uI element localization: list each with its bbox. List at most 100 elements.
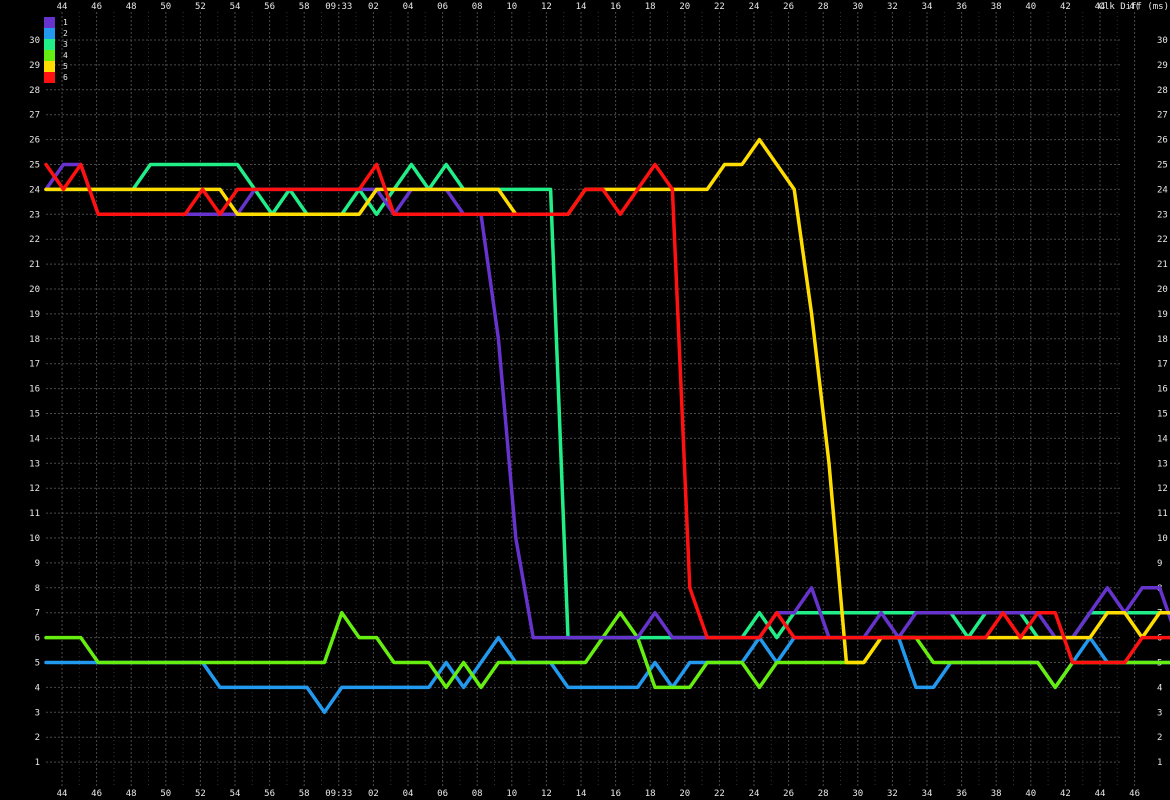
y-tick-label-right: 12 — [1157, 484, 1168, 494]
y-tick-label-left: 26 — [29, 136, 40, 146]
legend-label-5: 5 — [63, 62, 68, 71]
y-tick-label-right: 13 — [1157, 459, 1168, 469]
x-tick-label-top: 30 — [852, 2, 863, 12]
legend-swatch-4 — [44, 50, 55, 61]
x-tick-label-bottom: 08 — [472, 789, 483, 799]
y-tick-label-left: 3 — [35, 708, 40, 718]
y-axis-left: 1234567891011121314151617181920212223242… — [29, 36, 40, 768]
y-tick-label-left: 18 — [29, 335, 40, 345]
y-tick-label-right: 11 — [1157, 509, 1168, 519]
series-lines — [44, 137, 1170, 715]
x-tick-label-bottom: 32 — [887, 789, 898, 799]
y-tick-label-right: 30 — [1157, 36, 1168, 46]
y-tick-label-right: 21 — [1157, 260, 1168, 270]
x-tick-label-bottom: 44 — [57, 789, 68, 799]
x-tick-label-top: 48 — [126, 2, 137, 12]
y-tick-label-left: 1 — [35, 758, 40, 768]
legend-label-4: 4 — [63, 51, 68, 60]
x-tick-label-bottom: 12 — [541, 789, 552, 799]
x-tick-label-bottom: 40 — [1025, 789, 1036, 799]
x-tick-label-top: 22 — [714, 2, 725, 12]
y-tick-label-left: 25 — [29, 161, 40, 171]
x-tick-label-bottom: 30 — [852, 789, 863, 799]
x-tick-label-top: 38 — [991, 2, 1002, 12]
x-tick-label-bottom: 56 — [264, 789, 275, 799]
x-tick-label-top: 50 — [160, 2, 171, 12]
legend-swatch-1 — [44, 17, 55, 28]
legend-label-3: 3 — [63, 40, 68, 49]
y-tick-label-left: 5 — [35, 659, 40, 669]
x-tick-label-bottom: 46 — [91, 789, 102, 799]
x-tick-label-top: 04 — [403, 2, 414, 12]
x-tick-label-top: 44 — [57, 2, 68, 12]
x-tick-label-bottom: 36 — [956, 789, 967, 799]
x-tick-label-bottom: 14 — [576, 789, 587, 799]
x-tick-label-bottom: 26 — [783, 789, 794, 799]
x-tick-label-bottom: 20 — [679, 789, 690, 799]
x-tick-label-bottom: 50 — [160, 789, 171, 799]
x-tick-label-top: 16 — [610, 2, 621, 12]
legend-swatch-6 — [44, 72, 55, 83]
y-tick-label-left: 2 — [35, 733, 40, 743]
y-tick-label-right: 10 — [1157, 534, 1168, 544]
y-tick-label-left: 17 — [29, 360, 40, 370]
y-tick-label-left: 12 — [29, 484, 40, 494]
x-tick-label-bottom: 48 — [126, 789, 137, 799]
series-line-6 — [44, 162, 1170, 665]
y-axis-right: 1234567891011121314151617181920212223242… — [1157, 36, 1168, 768]
y-tick-label-left: 16 — [29, 385, 40, 395]
y-tick-label-left: 30 — [29, 36, 40, 46]
legend-label-2: 2 — [63, 29, 68, 38]
y-tick-label-right: 15 — [1157, 410, 1168, 420]
x-tick-label-top: 4( — [1129, 2, 1140, 12]
series-line-5 — [44, 137, 1170, 665]
x-tick-label-bottom: 34 — [922, 789, 933, 799]
x-tick-label-top: 09:33 — [325, 2, 352, 12]
y-tick-label-right: 26 — [1157, 136, 1168, 146]
y-tick-label-left: 21 — [29, 260, 40, 270]
x-tick-label-bottom: 22 — [714, 789, 725, 799]
x-tick-label-top: 28 — [818, 2, 829, 12]
x-tick-label-bottom: 18 — [645, 789, 656, 799]
x-tick-label-top: 08 — [472, 2, 483, 12]
y-tick-label-left: 28 — [29, 86, 40, 96]
legend-label-6: 6 — [63, 73, 68, 82]
y-tick-label-right: 4 — [1157, 683, 1162, 693]
y-tick-label-left: 23 — [29, 210, 40, 220]
x-tick-label-top: 24 — [749, 2, 760, 12]
y-tick-label-left: 6 — [35, 634, 40, 644]
x-tick-label-bottom: 16 — [610, 789, 621, 799]
y-tick-label-left: 29 — [29, 61, 40, 71]
x-tick-label-top: 46 — [91, 2, 102, 12]
x-tick-label-top: 10 — [506, 2, 517, 12]
y-tick-label-left: 9 — [35, 559, 40, 569]
y-tick-label-right: 24 — [1157, 185, 1168, 195]
y-tick-label-left: 8 — [35, 584, 40, 594]
x-tick-label-bottom: 46 — [1129, 789, 1140, 799]
x-tick-label-top: 14 — [576, 2, 587, 12]
y-tick-label-right: 2 — [1157, 733, 1162, 743]
x-tick-label-top: 34 — [922, 2, 933, 12]
legend: 1 2 3 4 5 6 — [44, 17, 68, 83]
x-tick-label-bottom: 54 — [230, 789, 241, 799]
x-tick-label-top: 18 — [645, 2, 656, 12]
x-tick-label-bottom: 28 — [818, 789, 829, 799]
series-line-4 — [44, 610, 1170, 690]
y-tick-label-right: 25 — [1157, 161, 1168, 171]
y-tick-label-left: 11 — [29, 509, 40, 519]
x-tick-label-bottom: 02 — [368, 789, 379, 799]
x-axis-top: 44 46 48 50 52 54 56 58 09:33 02 04 06 08 10 12 14 16 18 2… — [57, 2, 1140, 12]
x-tick-label-bottom: 09:33 — [325, 789, 352, 799]
x-tick-label-top: 58 — [299, 2, 310, 12]
y-tick-label-right: 1 — [1157, 758, 1162, 768]
y-tick-label-left: 19 — [29, 310, 40, 320]
legend-swatch-2 — [44, 28, 55, 39]
x-tick-label-top: 12 — [541, 2, 552, 12]
x-tick-label-bottom: 58 — [299, 789, 310, 799]
legend-swatch-5 — [44, 61, 55, 72]
x-tick-label-top: 20 — [679, 2, 690, 12]
y-tick-label-right: 29 — [1157, 61, 1168, 71]
y-tick-label-right: 23 — [1157, 210, 1168, 220]
y-tick-label-right: 27 — [1157, 111, 1168, 121]
